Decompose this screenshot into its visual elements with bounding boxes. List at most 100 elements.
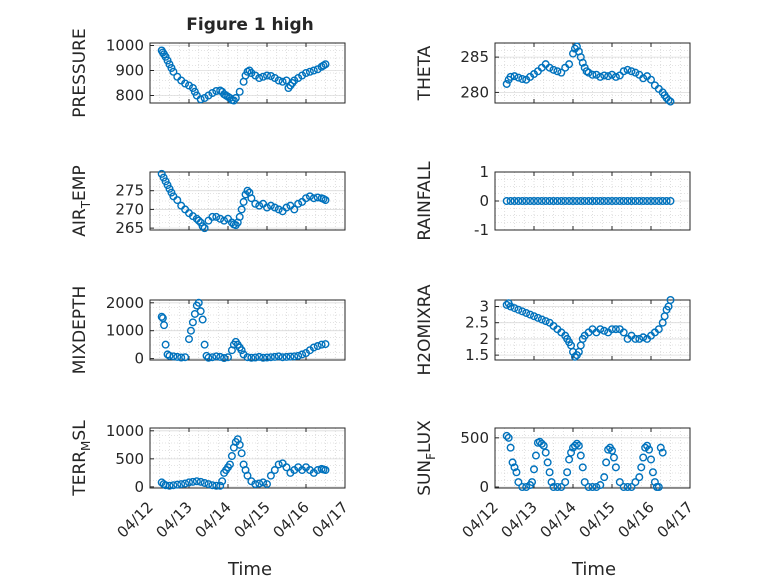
data-point <box>239 197 248 206</box>
data-point <box>541 196 550 205</box>
data-point <box>545 63 554 72</box>
data-point <box>510 196 519 205</box>
data-point <box>654 483 663 492</box>
data-point <box>263 353 272 362</box>
data-point <box>181 479 190 488</box>
data-point <box>192 477 201 486</box>
data-point <box>565 196 574 205</box>
data-point <box>572 42 581 51</box>
data-point <box>592 70 601 79</box>
data-point <box>627 67 636 76</box>
y-tick-label: 500 <box>460 429 489 447</box>
y-tick-label: 270 <box>115 200 144 218</box>
axes-box <box>149 42 346 104</box>
data-point <box>508 458 517 467</box>
data-point <box>309 194 318 203</box>
y-axis-label: AIRTEMP <box>70 165 93 236</box>
data-point <box>666 97 675 106</box>
y-tick-label: 800 <box>115 87 144 105</box>
data-point <box>639 453 648 462</box>
data-point <box>609 453 618 462</box>
y-tick-label: 280 <box>460 83 489 101</box>
data-point <box>526 310 535 319</box>
data-point <box>255 73 264 82</box>
data-point <box>631 334 640 343</box>
data-point <box>302 68 311 77</box>
data-point <box>237 205 246 214</box>
data-point <box>266 71 275 80</box>
data-point <box>270 203 279 212</box>
data-point <box>194 216 203 225</box>
data-point <box>218 477 227 486</box>
data-point <box>611 463 620 472</box>
data-point <box>648 468 657 477</box>
data-point <box>656 443 665 452</box>
data-point <box>635 334 644 343</box>
data-point <box>549 196 558 205</box>
data-point <box>502 79 511 88</box>
data-point <box>658 196 667 205</box>
data-point <box>302 194 311 203</box>
data-point <box>654 196 663 205</box>
data-point <box>539 441 548 450</box>
xlabel-right: Time <box>571 559 616 580</box>
axes-box <box>494 42 691 104</box>
data-point <box>514 305 523 314</box>
data-point <box>506 443 515 452</box>
data-point <box>604 445 613 454</box>
y-tick-label: 2000 <box>106 294 144 312</box>
data-point <box>569 196 578 205</box>
data-point <box>654 325 663 334</box>
data-point <box>200 340 209 349</box>
y-tick-label: 900 <box>115 62 144 80</box>
data-point <box>518 307 527 316</box>
data-point <box>596 481 605 490</box>
data-point <box>251 480 260 489</box>
data-point <box>522 483 531 492</box>
data-point <box>530 196 539 205</box>
data-point <box>227 452 236 461</box>
data-point <box>266 471 275 480</box>
data-point <box>196 95 205 104</box>
data-point <box>512 468 521 477</box>
data-point <box>514 478 523 487</box>
y-tick-label: 2 <box>479 330 489 348</box>
y-tick-label: 0 <box>134 350 144 368</box>
data-point <box>259 72 268 81</box>
data-point <box>173 480 182 489</box>
data-point <box>259 478 268 487</box>
data-point <box>196 477 205 486</box>
y-axis-label: H2OMIXRA <box>415 284 435 375</box>
data-point <box>255 201 264 210</box>
data-point <box>643 441 652 450</box>
data-point <box>506 196 515 205</box>
data-point <box>196 307 205 316</box>
data-point <box>313 466 322 475</box>
axes-box <box>494 427 691 489</box>
data-point <box>212 352 221 361</box>
data-point <box>198 315 207 324</box>
data-point <box>602 458 611 467</box>
data-point <box>623 65 632 74</box>
data-point <box>514 73 523 82</box>
data-point <box>173 196 182 205</box>
y-tick-label: 2.5 <box>465 314 489 332</box>
data-point <box>580 196 589 205</box>
data-point <box>169 352 178 361</box>
data-point <box>184 478 193 487</box>
data-point <box>237 449 246 458</box>
data-point <box>251 353 260 362</box>
y-tick-label: -1 <box>474 221 489 239</box>
data-point <box>321 340 330 349</box>
data-point <box>177 353 186 362</box>
data-point <box>278 353 287 362</box>
data-point <box>537 315 546 324</box>
data-point <box>317 340 326 349</box>
data-point <box>161 340 170 349</box>
y-axis-label: PRESSURE <box>70 28 90 117</box>
data-point <box>294 199 303 208</box>
data-point <box>173 352 182 361</box>
